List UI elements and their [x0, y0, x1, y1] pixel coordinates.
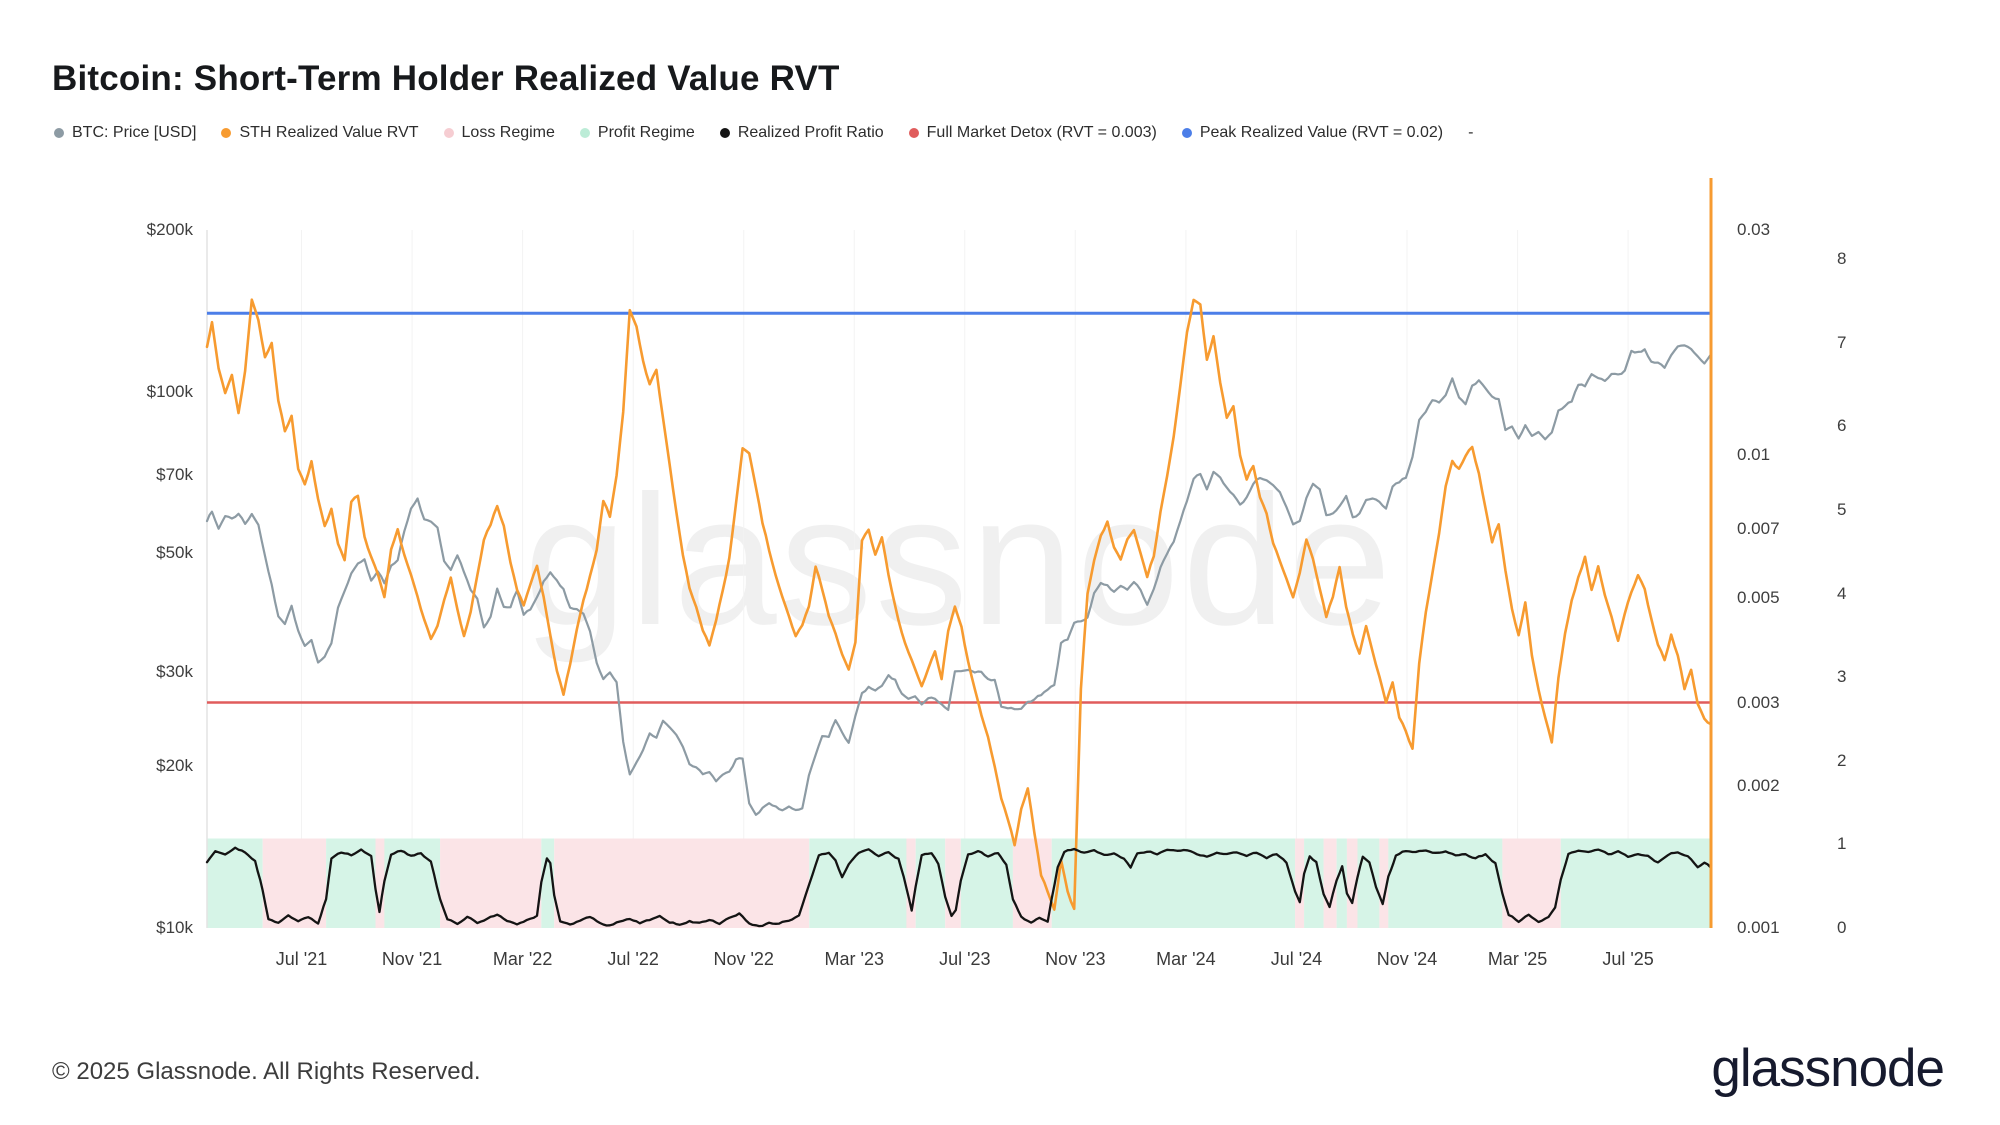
- ratio-tick-label: 6: [1837, 416, 1847, 436]
- legend-item[interactable]: -: [1468, 124, 1473, 142]
- ratio-tick-label: 3: [1837, 667, 1847, 687]
- rvt-tick-label: 0.002: [1737, 775, 1780, 795]
- ratio-tick-label: 7: [1837, 332, 1847, 352]
- ratio-tick-label: 8: [1837, 249, 1847, 268]
- ratio-line: [205, 846, 1713, 928]
- profit-regime-band: [1336, 838, 1347, 928]
- legend-dot: [1181, 128, 1192, 138]
- time-tick-label: Jul '23: [939, 949, 991, 969]
- legend-item[interactable]: Full Market Detox (RVT = 0.003): [908, 124, 1157, 142]
- rvt-tick-label: 0.003: [1737, 692, 1780, 712]
- ratio-tick-label: 0: [1837, 918, 1847, 937]
- legend-item[interactable]: Loss Regime: [443, 124, 555, 142]
- loss-regime-band: [1379, 838, 1389, 928]
- profit-regime-band: [207, 838, 263, 928]
- legend-dot: [579, 128, 590, 138]
- ratio-tick-label: 5: [1837, 499, 1847, 519]
- legend-dot: [908, 128, 919, 138]
- brand-logo: glassnode: [1711, 1039, 1945, 1098]
- loss-regime-band: [375, 838, 385, 928]
- legend-dot: [443, 128, 454, 138]
- copyright: © 2025 Glassnode. All Rights Reserved.: [52, 1058, 481, 1085]
- price-tick-label: $10k: [156, 918, 193, 937]
- time-tick-label: Nov '22: [713, 949, 774, 969]
- loss-regime-band: [1346, 838, 1358, 928]
- legend-item[interactable]: Realized Profit Ratio: [719, 124, 884, 142]
- rvt-line: [205, 298, 1713, 911]
- price-tick-label: $200k: [146, 220, 193, 239]
- price-line: [205, 344, 1713, 816]
- price-tick-label: $70k: [156, 464, 193, 484]
- legend-item[interactable]: Profit Regime: [579, 124, 695, 142]
- legend: BTC: Price [USD] STH Realized Value RVT Lo…: [54, 124, 1473, 142]
- ratio-tick-label: 1: [1837, 834, 1847, 854]
- legend-label: Profit Regime: [597, 124, 695, 141]
- loss-regime-band: [1295, 838, 1305, 928]
- legend-dot: [719, 128, 730, 138]
- legend-label: STH Realized Value RVT: [239, 124, 419, 141]
- time-tick-label: Nov '23: [1045, 949, 1106, 969]
- legend-label: Realized Profit Ratio: [737, 124, 884, 141]
- time-tick-label: Mar '24: [1156, 949, 1216, 969]
- legend-dot: [54, 128, 64, 138]
- profit-regime-band: [541, 838, 555, 928]
- rvt-tick-label: 0.001: [1737, 918, 1780, 937]
- legend-label: Loss Regime: [461, 124, 555, 141]
- loss-regime-band: [262, 838, 326, 928]
- legend-label: Full Market Detox (RVT = 0.003): [926, 124, 1157, 141]
- rvt-tick-label: 0.007: [1737, 518, 1780, 538]
- price-tick-label: $20k: [156, 756, 193, 776]
- profit-regime-band: [1560, 838, 1711, 928]
- time-tick-label: Nov '21: [381, 949, 443, 969]
- page-title: Bitcoin: Short-Term Holder Realized Valu…: [52, 59, 840, 99]
- ratio-tick-label: 2: [1837, 750, 1847, 770]
- legend-label: -: [1468, 124, 1474, 141]
- price-tick-label: $50k: [156, 543, 193, 562]
- rvt-tick-label: 0.03: [1737, 220, 1771, 239]
- time-tick-label: Jul '22: [607, 949, 659, 969]
- price-tick-label: $100k: [146, 381, 193, 401]
- profit-regime-band: [915, 838, 946, 928]
- time-tick-label: Jul '25: [1602, 949, 1654, 969]
- legend-label: Peak Realized Value (RVT = 0.02): [1199, 124, 1444, 141]
- profit-regime-band: [326, 838, 376, 928]
- profit-regime-band: [1388, 838, 1503, 928]
- time-tick-label: Mar '25: [1487, 949, 1548, 969]
- price-tick-label: $30k: [156, 662, 193, 682]
- profit-regime-band: [960, 838, 1013, 928]
- ratio-tick-label: 4: [1837, 583, 1847, 603]
- legend-item[interactable]: Peak Realized Value (RVT = 0.02): [1181, 124, 1444, 142]
- time-tick-label: Jul '24: [1270, 949, 1323, 969]
- loss-regime-band: [440, 838, 542, 928]
- rvt-tick-label: 0.005: [1737, 587, 1780, 607]
- profit-regime-band: [384, 838, 441, 928]
- profit-regime-band: [1357, 838, 1380, 928]
- rvt-tick-label: 0.01: [1737, 445, 1771, 465]
- time-tick-label: Mar '22: [492, 949, 553, 969]
- loss-regime-band: [1323, 838, 1337, 928]
- time-tick-label: Nov '24: [1376, 949, 1438, 969]
- loss-regime-band: [554, 838, 810, 928]
- legend-item[interactable]: STH Realized Value RVT: [221, 124, 419, 142]
- profit-regime-band: [809, 838, 907, 928]
- time-tick-label: Mar '23: [824, 949, 884, 969]
- legend-dot: [221, 128, 232, 138]
- loss-regime-band: [906, 838, 916, 928]
- legend-item[interactable]: BTC: Price [USD]: [54, 124, 196, 142]
- loss-regime-band: [1502, 838, 1561, 928]
- time-tick-label: Jul '21: [275, 949, 328, 969]
- legend-label: BTC: Price [USD]: [72, 124, 197, 141]
